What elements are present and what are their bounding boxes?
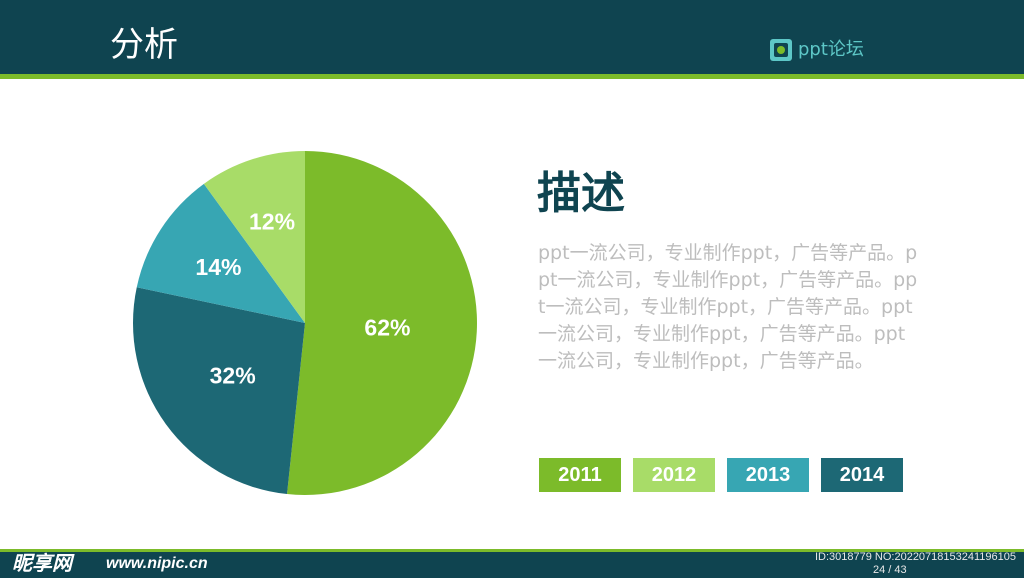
pie-slice-label-3: 14% [195,254,241,280]
watermark-id: ID:3018779 NO:20220718153241196105 [814,551,1016,563]
pie-slice-2 [132,287,305,495]
footer-accent-line [0,549,1024,552]
watermark-site-name: 昵享网 [12,551,72,575]
header-accent-line [0,74,1024,79]
legend-entry-2012: 2012 [633,458,715,492]
pie-slice-label-1: 62% [364,314,410,340]
description-title: 描述 [537,168,625,219]
logo-icon [770,39,792,61]
pie-slice-3 [136,183,305,323]
footer-bar [0,552,1024,578]
header-bar [0,0,1024,74]
pie-slice-1 [287,151,477,495]
legend-entry-2014: 2014 [821,458,903,492]
pie-slice-label-2: 32% [210,363,256,389]
logo-text: ppt论坛 [798,39,864,60]
page-number: 24 / 43 [873,564,907,576]
pie-chart: 62% 32% 14% 12% [132,151,477,495]
logo: ppt论坛 [770,39,864,61]
watermark-url: www.nipic.cn [106,555,208,572]
pie-slice-label-4: 12% [249,209,295,235]
description-body: ppt一流公司，专业制作ppt，广告等产品。ppt一流公司，专业制作ppt，广告… [538,242,918,372]
page-title: 分析 [110,25,178,65]
legend-entry-2013: 2013 [727,458,809,492]
legend-entry-2011: 2011 [539,458,621,492]
pie-slice-4 [203,151,305,323]
